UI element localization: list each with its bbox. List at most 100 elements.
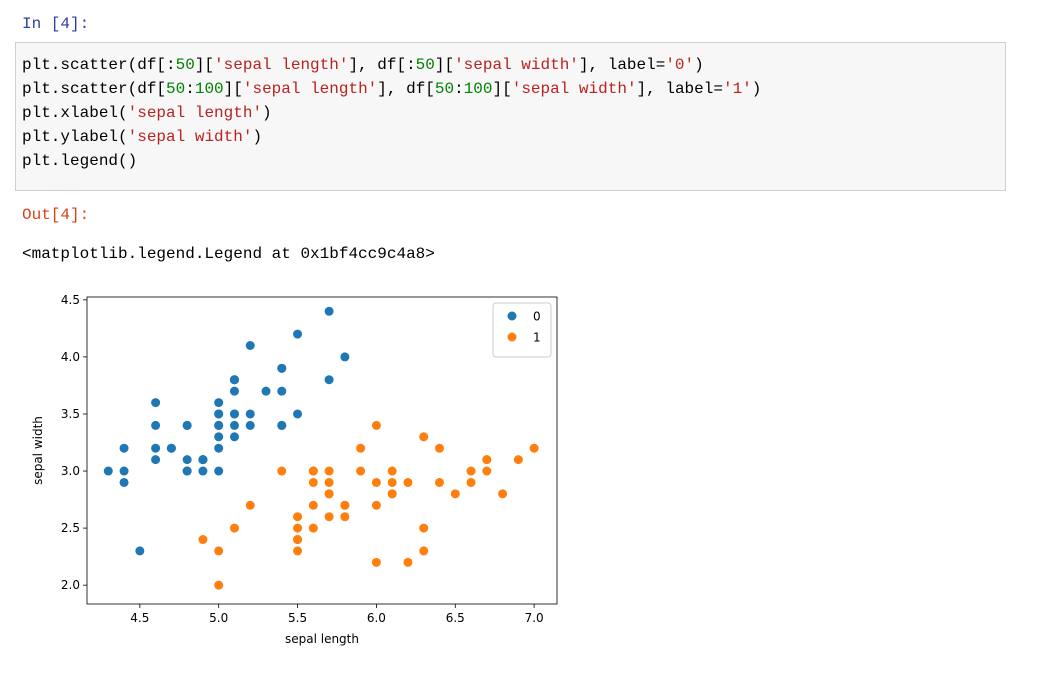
point bbox=[214, 546, 224, 556]
point bbox=[482, 455, 492, 465]
code-token: ) bbox=[694, 56, 704, 74]
point bbox=[119, 477, 129, 487]
point bbox=[245, 341, 255, 351]
legend-label: 1 bbox=[533, 331, 541, 345]
point bbox=[103, 466, 113, 476]
y-tick-label: 2.0 bbox=[61, 578, 80, 592]
point bbox=[229, 523, 239, 533]
code-line: plt.ylabel('sepal width') bbox=[22, 128, 262, 146]
point bbox=[151, 398, 161, 408]
code-token: 'sepal width' bbox=[128, 128, 253, 146]
code-token: 50 bbox=[176, 56, 195, 74]
point bbox=[466, 477, 476, 487]
point bbox=[277, 466, 287, 476]
point bbox=[419, 523, 429, 533]
code-token: 'sepal length' bbox=[214, 56, 348, 74]
point bbox=[498, 489, 508, 499]
code-token: ], df[ bbox=[377, 80, 435, 98]
output-text: <matplotlib.legend.Legend at 0x1bf4cc9c4… bbox=[22, 245, 435, 263]
point bbox=[450, 489, 460, 499]
code-token: 'sepal length' bbox=[243, 80, 377, 98]
point bbox=[324, 512, 334, 522]
x-tick-label: 4.5 bbox=[130, 611, 149, 625]
code-token: 50 bbox=[166, 80, 185, 98]
point bbox=[340, 512, 350, 522]
x-tick-label: 5.5 bbox=[288, 611, 307, 625]
point bbox=[277, 363, 287, 373]
code-token: ) bbox=[262, 104, 272, 122]
point bbox=[371, 477, 381, 487]
point bbox=[308, 500, 318, 510]
code-token: plt.xlabel( bbox=[22, 104, 128, 122]
code-token: ][ bbox=[435, 56, 454, 74]
x-tick-label: 6.5 bbox=[446, 611, 465, 625]
code-token: ][ bbox=[195, 56, 214, 74]
code-line: plt.scatter(df[50:100]['sepal length'], … bbox=[22, 80, 761, 98]
point bbox=[356, 443, 366, 453]
code-token: 100 bbox=[464, 80, 493, 98]
point bbox=[135, 546, 145, 556]
point bbox=[198, 535, 208, 545]
x-tick-label: 5.0 bbox=[209, 611, 228, 625]
code-line: plt.scatter(df[:50]['sepal length'], df[… bbox=[22, 56, 704, 74]
point bbox=[308, 477, 318, 487]
code-token: ) bbox=[752, 80, 762, 98]
point bbox=[435, 477, 444, 487]
legend-box bbox=[492, 302, 552, 358]
code-cell[interactable] bbox=[15, 42, 1006, 191]
point bbox=[245, 409, 255, 419]
point bbox=[214, 443, 224, 453]
code-token: : bbox=[454, 80, 464, 98]
code-token: 50 bbox=[416, 56, 435, 74]
point bbox=[198, 466, 208, 476]
point bbox=[277, 420, 287, 430]
y-tick-label: 4.0 bbox=[61, 350, 80, 364]
x-tick-label: 7.0 bbox=[525, 611, 544, 625]
point bbox=[214, 398, 224, 408]
point bbox=[513, 455, 523, 465]
code-token: '0' bbox=[665, 56, 694, 74]
point bbox=[245, 420, 255, 430]
point bbox=[324, 306, 334, 316]
point bbox=[324, 466, 334, 476]
point bbox=[371, 500, 381, 510]
point bbox=[403, 477, 413, 487]
point bbox=[308, 523, 318, 533]
point bbox=[182, 466, 192, 476]
point bbox=[340, 352, 350, 362]
point bbox=[435, 443, 444, 453]
point bbox=[324, 477, 334, 487]
code-line: plt.xlabel('sepal length') bbox=[22, 104, 272, 122]
y-tick-label: 4.5 bbox=[61, 293, 80, 307]
point bbox=[293, 523, 303, 533]
point bbox=[419, 546, 429, 556]
point bbox=[293, 409, 303, 419]
point bbox=[229, 375, 239, 385]
y-tick-label: 2.5 bbox=[61, 521, 80, 535]
point bbox=[293, 535, 303, 545]
point bbox=[229, 386, 239, 396]
code-token: ], label= bbox=[637, 80, 723, 98]
legend-label: 0 bbox=[533, 310, 541, 324]
code-line: plt.legend() bbox=[22, 152, 137, 170]
point bbox=[356, 466, 366, 476]
point bbox=[198, 455, 208, 465]
point bbox=[403, 557, 413, 567]
code-token: ][ bbox=[493, 80, 512, 98]
point bbox=[229, 432, 239, 442]
point bbox=[387, 489, 397, 499]
code-token: ], df[: bbox=[348, 56, 415, 74]
point bbox=[324, 489, 334, 499]
code-token: 'sepal length' bbox=[128, 104, 262, 122]
code-token: 50 bbox=[435, 80, 454, 98]
code-token: : bbox=[185, 80, 195, 98]
point bbox=[419, 432, 429, 442]
point bbox=[119, 443, 129, 453]
point bbox=[387, 477, 397, 487]
point bbox=[214, 466, 224, 476]
code-token: ][ bbox=[224, 80, 243, 98]
code-token: plt.ylabel( bbox=[22, 128, 128, 146]
point bbox=[214, 580, 224, 590]
code: plt.scatter(df[:50]['sepal length'], df[… bbox=[22, 56, 761, 170]
y-tick-label: 3.5 bbox=[61, 407, 80, 421]
